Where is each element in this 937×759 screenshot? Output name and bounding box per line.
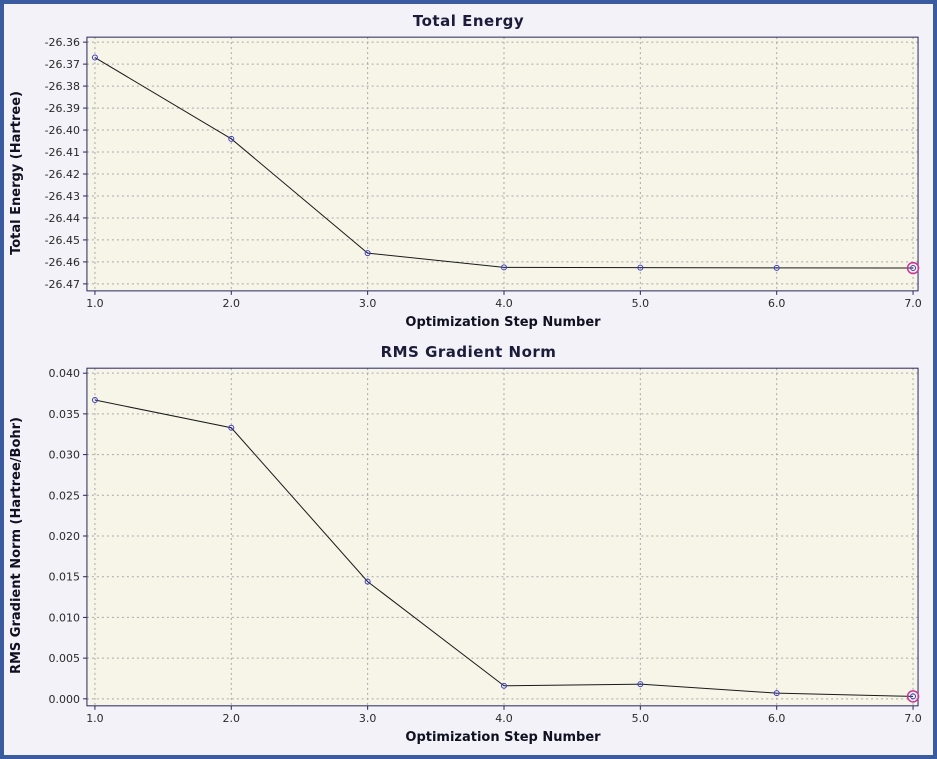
- data-point[interactable]: [500, 682, 507, 689]
- data-point[interactable]: [228, 424, 235, 431]
- y-tick-label: -26.47: [45, 278, 80, 291]
- x-tick-label: 4.0: [495, 712, 512, 725]
- x-tick-label: 3.0: [359, 297, 376, 310]
- plot-border: [86, 367, 919, 707]
- y-tick-label: -26.42: [45, 168, 80, 181]
- x-tick-label: 1.0: [86, 712, 103, 725]
- y-axis-label-wrap: Total Energy (Hartree): [4, 33, 30, 313]
- x-axis-label-rms-gradient: Optimization Step Number: [405, 730, 601, 745]
- data-point[interactable]: [364, 250, 371, 257]
- data-point[interactable]: [773, 264, 780, 271]
- data-point[interactable]: [364, 578, 371, 585]
- y-tick-label: -26.41: [45, 146, 80, 159]
- data-point[interactable]: [637, 264, 644, 271]
- data-point[interactable]: [91, 397, 98, 404]
- y-tick-label: -26.45: [45, 234, 80, 247]
- y-tick-label: -26.43: [45, 190, 80, 203]
- plot-background: [86, 368, 919, 706]
- y-tick-label: -26.38: [45, 80, 80, 93]
- data-point[interactable]: [91, 54, 98, 61]
- y-axis-label-rms-gradient: RMS Gradient Norm (Hartree/Bohr): [9, 417, 25, 675]
- y-tick-label: 0.030: [49, 449, 80, 462]
- y-tick-label: 0.000: [49, 693, 80, 706]
- series-line: [94, 57, 914, 269]
- y-axis-label-wrap: RMS Gradient Norm (Hartree/Bohr): [4, 364, 30, 728]
- x-axis-label-total-energy: Optimization Step Number: [405, 315, 601, 330]
- y-tick-label: 0.010: [49, 611, 80, 624]
- data-point[interactable]: [637, 681, 644, 688]
- y-tick-label: 0.035: [49, 408, 80, 421]
- plot-border: [86, 36, 919, 292]
- x-tick-label: 4.0: [495, 297, 512, 310]
- y-tick-label: -26.44: [45, 212, 80, 225]
- chart-rms-gradient: RMS Gradient Norm RMS Gradient Norm (Har…: [4, 336, 933, 745]
- y-tick-label: -26.46: [45, 256, 80, 269]
- data-point[interactable]: [910, 265, 917, 272]
- y-tick-label: 0.020: [49, 530, 80, 543]
- data-point[interactable]: [773, 690, 780, 697]
- y-tick-label: 0.005: [49, 652, 80, 665]
- y-tick-label: 0.025: [49, 489, 80, 502]
- x-tick-label: 7.0: [904, 712, 921, 725]
- y-axis-label-total-energy: Total Energy (Hartree): [9, 91, 25, 255]
- data-point[interactable]: [500, 264, 507, 271]
- y-tick-label: -26.39: [45, 102, 80, 115]
- chart-body-rms-gradient: RMS Gradient Norm (Hartree/Bohr) 1.0 2.0 3…: [4, 364, 933, 728]
- highlighted-point-ring: [906, 690, 920, 703]
- x-tick-label: 3.0: [359, 712, 376, 725]
- highlighted-point-ring: [906, 261, 920, 275]
- series-line: [94, 399, 914, 697]
- y-tick-label: -26.36: [45, 36, 80, 49]
- chart-title-total-energy: Total Energy: [412, 12, 525, 30]
- x-tick-label: 5.0: [632, 297, 649, 310]
- x-tick-label: 1.0: [86, 297, 103, 310]
- y-tick-label: 0.040: [49, 367, 80, 380]
- y-tick-label: 0.015: [49, 571, 80, 584]
- x-tick-label: 2.0: [223, 712, 240, 725]
- x-tick-label: 6.0: [768, 297, 785, 310]
- y-tick-label: -26.40: [45, 124, 80, 137]
- x-tick-label: 7.0: [904, 297, 921, 310]
- data-point[interactable]: [228, 135, 235, 142]
- rms-gradient-plot: 1.0 2.0 3.0 4.0 5.0 6.0 7.0 0.000 0.005 0.010 0.01…: [49, 367, 922, 725]
- total-energy-plot: 1.0 2.0 3.0 4.0 5.0 6.0 7.0 -26.36 -26.37 -26.38 -…: [45, 36, 922, 310]
- plot-background: [86, 37, 919, 291]
- data-point[interactable]: [910, 693, 917, 700]
- x-tick-label: 2.0: [223, 297, 240, 310]
- y-tick-label: -26.37: [45, 58, 80, 71]
- chart-title-rms-gradient: RMS Gradient Norm: [380, 343, 557, 361]
- chart-body-total-energy: Total Energy (Hartree) 1.0 2.0 3.0 4.0 5.0 6.…: [4, 33, 933, 313]
- x-tick-label: 5.0: [632, 712, 649, 725]
- x-tick-label: 6.0: [768, 712, 785, 725]
- chart-total-energy: Total Energy Total Energy (Hartree) 1.0 2…: [4, 5, 933, 330]
